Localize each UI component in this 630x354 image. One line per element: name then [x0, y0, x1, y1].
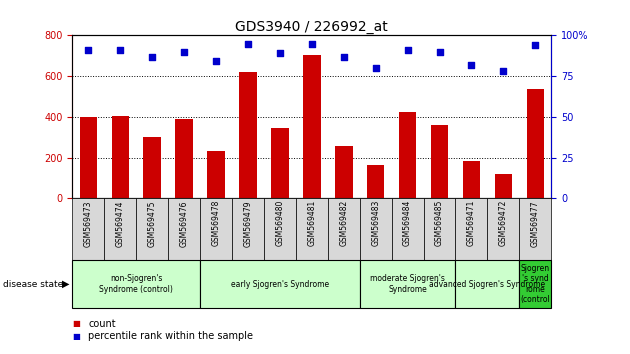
Bar [144, 137, 161, 198]
Bar [399, 112, 416, 198]
Bar [200, 198, 232, 260]
Point [179, 49, 189, 55]
Bar [271, 128, 289, 198]
Bar [303, 55, 321, 198]
Bar [462, 161, 480, 198]
Bar [207, 152, 225, 198]
Point [211, 59, 221, 64]
Bar [360, 260, 455, 308]
Text: GSM569480: GSM569480 [275, 200, 284, 246]
Text: count: count [88, 319, 116, 329]
Point [275, 51, 285, 56]
Bar [328, 198, 360, 260]
Bar [112, 116, 129, 198]
Bar [105, 198, 136, 260]
Bar [455, 198, 488, 260]
Point [339, 54, 349, 59]
Text: GSM569472: GSM569472 [499, 200, 508, 246]
Text: GSM569478: GSM569478 [212, 200, 220, 246]
Text: GSM569482: GSM569482 [340, 200, 348, 246]
Point [498, 68, 508, 74]
Point [466, 62, 476, 68]
Bar [335, 146, 353, 198]
Point [147, 54, 158, 59]
Text: moderate Sjogren's
Syndrome: moderate Sjogren's Syndrome [370, 274, 445, 294]
Text: non-Sjogren's
Syndrome (control): non-Sjogren's Syndrome (control) [100, 274, 173, 294]
Bar [431, 125, 449, 198]
Text: ■: ■ [72, 332, 81, 341]
Text: early Sjogren's Syndrome: early Sjogren's Syndrome [231, 280, 329, 289]
Bar [72, 198, 105, 260]
Text: Sjogren
's synd
rome
(control: Sjogren 's synd rome (control [520, 264, 550, 304]
Text: GSM569477: GSM569477 [531, 200, 540, 247]
Bar [264, 198, 296, 260]
Point [243, 41, 253, 46]
Text: percentile rank within the sample: percentile rank within the sample [88, 331, 253, 341]
Bar [392, 198, 423, 260]
Text: GSM569479: GSM569479 [244, 200, 253, 247]
Point [83, 47, 93, 53]
Bar [200, 260, 360, 308]
Text: GSM569476: GSM569476 [180, 200, 188, 247]
Text: GSM569485: GSM569485 [435, 200, 444, 246]
Bar [239, 72, 257, 198]
Bar [423, 198, 455, 260]
Bar [488, 198, 519, 260]
Text: ▶: ▶ [62, 279, 70, 289]
Point [403, 47, 413, 53]
Bar [367, 165, 384, 198]
Bar [519, 260, 551, 308]
Text: GSM569484: GSM569484 [403, 200, 412, 246]
Bar [519, 198, 551, 260]
Title: GDS3940 / 226992_at: GDS3940 / 226992_at [236, 21, 388, 34]
Point [307, 41, 317, 46]
Bar [527, 89, 544, 198]
Bar [232, 198, 264, 260]
Bar [455, 260, 519, 308]
Text: GSM569475: GSM569475 [148, 200, 157, 247]
Text: GSM569471: GSM569471 [467, 200, 476, 246]
Text: GSM569473: GSM569473 [84, 200, 93, 247]
Point [370, 65, 381, 71]
Bar [360, 198, 392, 260]
Bar [296, 198, 328, 260]
Bar [72, 260, 200, 308]
Text: GSM569483: GSM569483 [371, 200, 380, 246]
Text: disease state: disease state [3, 280, 64, 289]
Text: GSM569481: GSM569481 [307, 200, 316, 246]
Point [115, 47, 125, 53]
Bar [136, 198, 168, 260]
Bar [175, 119, 193, 198]
Bar [495, 174, 512, 198]
Bar [168, 198, 200, 260]
Text: ■: ■ [72, 319, 81, 329]
Point [530, 42, 541, 48]
Bar [79, 117, 97, 198]
Text: advanced Sjogren's Syndrome: advanced Sjogren's Syndrome [430, 280, 546, 289]
Point [435, 49, 445, 55]
Text: GSM569474: GSM569474 [116, 200, 125, 247]
